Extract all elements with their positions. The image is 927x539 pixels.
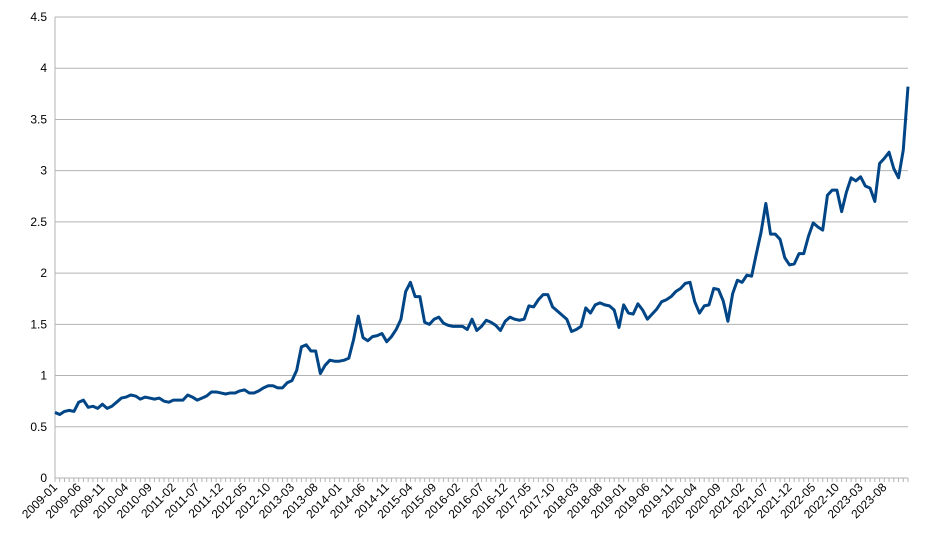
y-tick-label: 2 bbox=[40, 266, 47, 280]
y-tick-label: 1.5 bbox=[30, 317, 47, 331]
y-tick-label: 2.5 bbox=[30, 215, 47, 229]
y-tick-label: 3 bbox=[40, 164, 47, 178]
y-tick-label: 4 bbox=[40, 61, 47, 75]
y-tick-label: 1 bbox=[40, 369, 47, 383]
y-tick-label: 0.5 bbox=[30, 420, 47, 434]
y-tick-label: 3.5 bbox=[30, 112, 47, 126]
y-tick-label: 4.5 bbox=[30, 10, 47, 24]
y-tick-label: 0 bbox=[40, 471, 47, 485]
line-series bbox=[54, 86, 910, 416]
